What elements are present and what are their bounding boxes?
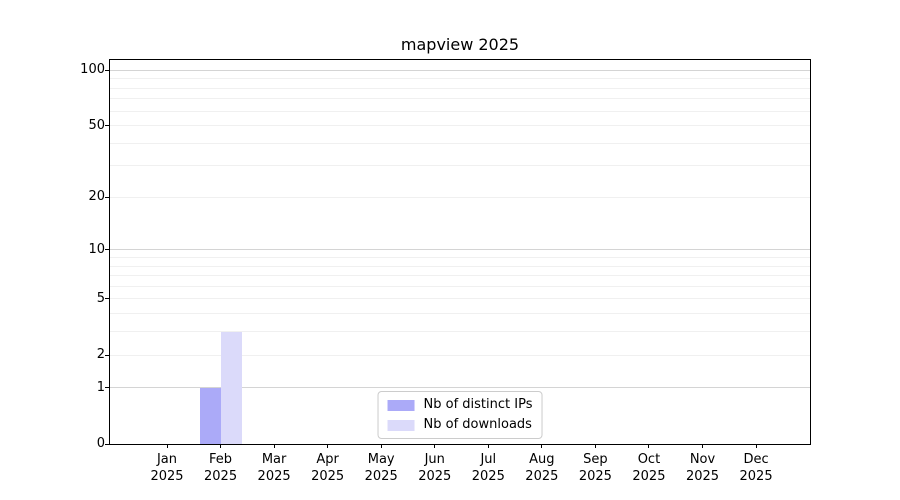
x-tick-label: Oct 2025 — [632, 452, 666, 484]
y-tick-label: 50 — [88, 117, 105, 133]
y-tick — [105, 298, 109, 300]
y-gridline-minor — [110, 78, 810, 80]
y-tick — [105, 354, 109, 356]
plot-area: Nb of distinct IPs Nb of downloads Jan 2… — [80, 59, 811, 484]
x-tick-label: Sep 2025 — [578, 452, 612, 484]
y-gridline-minor — [110, 125, 810, 126]
x-tick-label: May 2025 — [364, 452, 398, 484]
y-gridline-minor — [110, 285, 810, 287]
x-tick-label: Mar 2025 — [257, 452, 291, 484]
y-gridline-minor — [110, 298, 810, 300]
legend-label-distinct-ips: Nb of distinct IPs — [423, 397, 533, 412]
y-tick-label: 10 — [88, 241, 105, 257]
y-gridline-minor — [110, 110, 810, 112]
y-tick — [105, 196, 109, 198]
x-tick-label: Nov 2025 — [685, 452, 720, 484]
x-tick — [487, 444, 489, 448]
y-gridline-minor — [110, 98, 810, 100]
y-gridline-minor — [110, 196, 810, 198]
x-tick — [327, 444, 329, 448]
x-tick-label: Jul 2025 — [471, 452, 505, 484]
x-tick-label: Dec 2025 — [739, 452, 773, 484]
x-tick-label: Aug 2025 — [525, 452, 559, 484]
x-tick — [273, 444, 275, 448]
x-tick-label: Feb 2025 — [204, 452, 238, 484]
chart-title: mapview 2025 — [400, 35, 520, 54]
y-gridline-minor — [110, 331, 810, 333]
x-tick — [434, 444, 436, 448]
x-tick — [541, 444, 543, 448]
y-gridline-minor — [110, 165, 810, 167]
x-tick-label: Jan 2025 — [150, 452, 184, 484]
x-tick — [648, 444, 650, 448]
y-tick-label: 20 — [88, 189, 105, 205]
legend-item-downloads: Nb of downloads — [387, 417, 533, 433]
y-tick — [105, 125, 109, 126]
y-tick — [105, 387, 109, 389]
y-gridline-minor — [110, 256, 810, 258]
x-tick — [220, 444, 222, 448]
x-tick-label: Jun 2025 — [418, 452, 452, 484]
legend-swatch-downloads — [387, 419, 415, 431]
x-tick-label: Apr 2025 — [311, 452, 345, 484]
y-gridline-minor — [110, 354, 810, 356]
legend-label-downloads: Nb of downloads — [423, 417, 532, 432]
y-tick-label: 0 — [96, 436, 105, 451]
y-gridline-minor — [110, 265, 810, 267]
x-tick — [755, 444, 757, 448]
x-tick — [594, 444, 596, 448]
y-tick — [105, 443, 109, 445]
bar-downloads — [220, 331, 242, 444]
y-tick-label: 100 — [80, 62, 105, 78]
y-tick-label: 2 — [96, 347, 105, 362]
y-gridline-major — [110, 387, 810, 389]
y-tick — [105, 69, 109, 71]
y-gridline-minor — [110, 87, 810, 89]
y-gridline-minor — [110, 142, 810, 144]
y-gridline-minor — [110, 313, 810, 315]
y-tick-label: 5 — [96, 290, 105, 306]
y-tick — [105, 249, 109, 251]
y-gridline-major — [110, 69, 810, 71]
x-tick — [166, 444, 168, 448]
legend-swatch-distinct-ips — [387, 399, 415, 411]
bar-distinct-ips — [199, 387, 221, 444]
legend: Nb of distinct IPs Nb of downloads — [377, 391, 543, 439]
y-gridline-minor — [110, 275, 810, 277]
y-gridline-major — [110, 249, 810, 251]
legend-item-distinct-ips: Nb of distinct IPs — [387, 397, 533, 413]
x-tick — [702, 444, 703, 448]
x-tick — [380, 444, 382, 448]
y-tick-label: 1 — [96, 379, 105, 395]
